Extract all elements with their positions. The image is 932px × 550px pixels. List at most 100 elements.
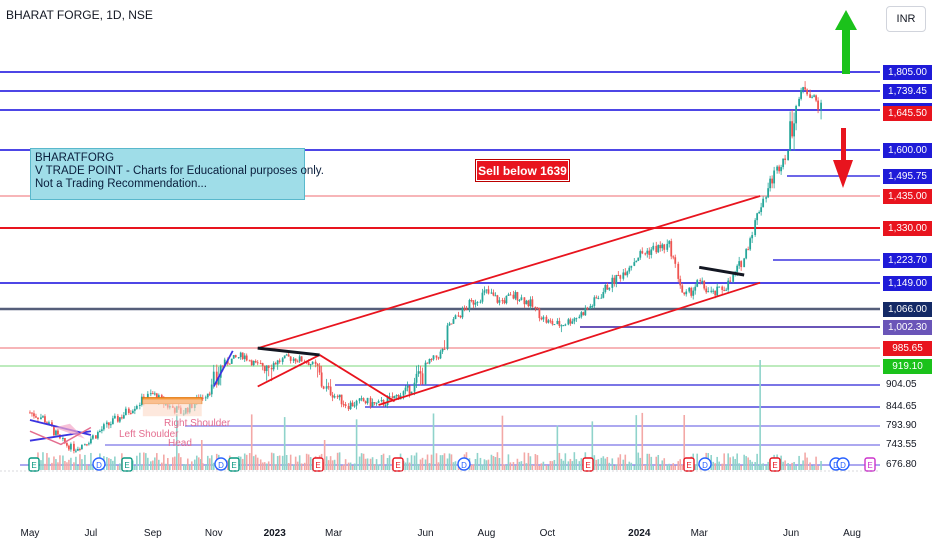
candle-body-96 xyxy=(239,352,242,358)
candle-body-46 xyxy=(129,412,132,414)
candle-body-55 xyxy=(149,393,152,395)
candle-body-272 xyxy=(626,271,629,276)
volume-bar-182 xyxy=(428,463,431,470)
candle-body-138 xyxy=(331,394,334,398)
candle-body-151 xyxy=(360,398,363,400)
candle-body-229 xyxy=(531,299,534,307)
candle-body-356 xyxy=(811,96,813,98)
candle-body-83 xyxy=(210,384,213,395)
volume-bar-295 xyxy=(677,461,680,470)
candle-body-18 xyxy=(68,445,70,450)
candle-body-357 xyxy=(813,95,815,97)
time-tick-label-9: 2024 xyxy=(628,528,651,539)
volume-bar-68 xyxy=(177,453,180,470)
volume-bar-40 xyxy=(117,465,119,470)
candle-body-144 xyxy=(344,404,347,407)
volume-bar-52 xyxy=(143,452,145,470)
candle-body-210 xyxy=(490,292,493,294)
volume-bar-249 xyxy=(575,459,578,470)
volume-bar-160 xyxy=(380,454,383,470)
candle-body-33 xyxy=(100,429,103,431)
candle-body-314 xyxy=(718,286,721,288)
volume-spike-3 xyxy=(323,440,326,470)
candle-body-92 xyxy=(230,358,233,364)
candle-body-35 xyxy=(105,422,108,425)
candle-body-265 xyxy=(611,277,614,288)
volume-bar-210 xyxy=(490,454,493,470)
volume-bar-207 xyxy=(483,459,486,470)
volume-bar-240 xyxy=(556,425,559,470)
volume-bar-108 xyxy=(265,463,268,470)
candle-body-260 xyxy=(600,297,603,299)
candle-body-86 xyxy=(217,377,220,385)
volume-bar-213 xyxy=(496,452,499,470)
candle-body-308 xyxy=(705,288,708,293)
volume-bar-203 xyxy=(474,459,477,470)
volume-bar-120 xyxy=(292,464,295,470)
volume-bar-314 xyxy=(718,461,720,470)
head-label: Head xyxy=(168,438,192,449)
candle-body-109 xyxy=(267,365,270,368)
volume-bar-50 xyxy=(139,452,141,470)
candle-body-294 xyxy=(674,257,677,264)
volume-bar-62 xyxy=(165,463,167,470)
candle-body-188 xyxy=(441,348,444,352)
note-line-3: Not a Trading Recommendation... xyxy=(35,178,207,190)
candle-body-198 xyxy=(463,308,466,310)
candle-body-45 xyxy=(127,408,130,413)
candle-body-194 xyxy=(454,315,457,320)
volume-bar-332 xyxy=(758,465,760,470)
volume-bar-242 xyxy=(560,458,563,470)
volume-bar-237 xyxy=(549,460,552,470)
volume-bar-112 xyxy=(274,464,277,470)
candle-body-28 xyxy=(89,438,92,444)
candle-body-146 xyxy=(349,402,352,410)
candle-body-201 xyxy=(470,300,473,302)
candle-body-113 xyxy=(276,360,279,365)
volume-bar-97 xyxy=(241,458,244,470)
volume-bar-75 xyxy=(193,459,196,470)
candle-body-54 xyxy=(146,393,149,400)
volume-bar-139 xyxy=(333,459,336,470)
candle-body-12 xyxy=(55,430,57,436)
candle-body-164 xyxy=(388,396,391,398)
volume-bar-113 xyxy=(276,456,279,470)
volume-bar-29 xyxy=(92,464,94,470)
volume-bar-285 xyxy=(655,456,658,470)
candle-body-342 xyxy=(780,167,783,172)
candle-body-203 xyxy=(474,302,477,305)
educational-note: BHARATFORG V TRADE POINT - Charts for Ed… xyxy=(30,148,324,200)
candle-body-223 xyxy=(518,299,521,301)
volume-bar-357 xyxy=(813,465,815,470)
volume-bar-244 xyxy=(564,453,567,470)
candle-body-105 xyxy=(259,363,262,365)
volume-bar-211 xyxy=(492,455,495,470)
candle-body-269 xyxy=(619,275,622,279)
volume-bar-54 xyxy=(147,457,149,470)
candle-body-346 xyxy=(789,121,792,151)
volume-bar-214 xyxy=(498,457,501,470)
price-label-8: 1,223.70 xyxy=(883,252,932,268)
candle-body-185 xyxy=(435,355,438,358)
candle-body-276 xyxy=(635,260,638,263)
candle-body-129 xyxy=(311,361,314,365)
candle-body-277 xyxy=(637,257,640,261)
volume-bar-217 xyxy=(505,465,508,470)
candle-body-88 xyxy=(221,365,224,367)
candle-body-328 xyxy=(749,238,752,250)
candle-body-227 xyxy=(527,300,530,307)
volume-bar-58 xyxy=(156,453,158,470)
candle-body-11 xyxy=(53,426,55,436)
candle-body-207 xyxy=(483,290,486,293)
volume-bar-231 xyxy=(536,455,539,470)
currency-button[interactable]: INR xyxy=(886,6,926,32)
candle-body-41 xyxy=(118,417,121,422)
candle-body-165 xyxy=(391,396,394,399)
candle-body-179 xyxy=(421,373,424,385)
candle-body-7 xyxy=(44,416,46,423)
candle-body-190 xyxy=(446,325,449,350)
dividend-marker-1 xyxy=(92,457,106,471)
candle-body-106 xyxy=(261,363,264,366)
